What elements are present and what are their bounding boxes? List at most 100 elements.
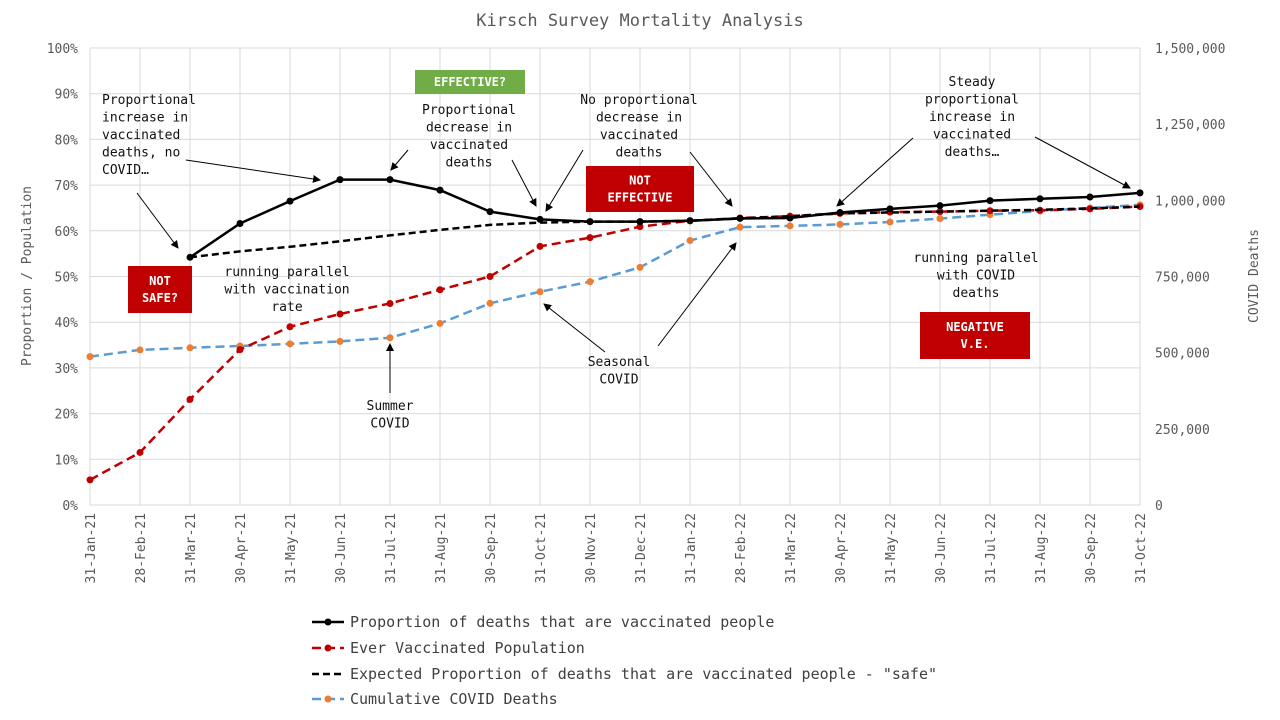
data-point-3 xyxy=(936,215,944,223)
annotation-text: proportional xyxy=(925,93,1019,108)
callout-box-text: NOT xyxy=(629,174,651,188)
series-line-3 xyxy=(89,203,1141,358)
x-tick-label: 31-Oct-22 xyxy=(1134,513,1149,583)
data-point-0 xyxy=(336,176,344,184)
annotation-text: vaccinated xyxy=(102,128,180,143)
annotation-text: running parallel xyxy=(224,265,349,280)
annotation-arrow xyxy=(543,303,606,353)
annotation-text: increase in xyxy=(102,111,188,126)
data-point-3 xyxy=(486,299,494,307)
data-point-0 xyxy=(186,253,194,261)
y2-axis-label: COVID Deaths xyxy=(1247,229,1262,323)
annotation-text: vaccinated xyxy=(933,128,1011,143)
legend-label: Ever Vaccinated Population xyxy=(350,639,585,657)
data-point-0 xyxy=(436,186,444,194)
annotation-text: running parallel xyxy=(913,251,1038,266)
data-point-0 xyxy=(286,197,294,205)
x-tick-label: 31-Jul-22 xyxy=(984,513,999,583)
x-tick-label: 31-May-22 xyxy=(884,513,899,583)
data-point-1 xyxy=(336,310,344,318)
data-point-1 xyxy=(86,476,94,484)
data-point-1 xyxy=(636,223,644,231)
y2-tick-label: 750,000 xyxy=(1155,271,1210,286)
data-point-1 xyxy=(186,395,194,403)
x-tick-label: 31-Mar-22 xyxy=(784,513,799,583)
annotation-text: increase in xyxy=(929,110,1015,125)
data-point-0 xyxy=(786,214,794,222)
y2-tick-label: 0 xyxy=(1155,499,1163,514)
data-point-3 xyxy=(686,237,694,245)
y2-tick-label: 1,500,000 xyxy=(1155,42,1225,57)
legend-marker xyxy=(324,644,332,652)
x-tick-label: 31-Jul-21 xyxy=(384,513,399,583)
data-point-3 xyxy=(86,353,94,361)
data-point-1 xyxy=(986,207,994,215)
y2-tick-label: 500,000 xyxy=(1155,347,1210,362)
annotation-text: rate xyxy=(271,300,302,315)
y-tick-label: 80% xyxy=(55,133,79,148)
data-point-0 xyxy=(1036,195,1044,203)
annotation-arrow xyxy=(136,192,179,249)
x-tick-label: 31-Aug-22 xyxy=(1034,513,1049,583)
data-point-1 xyxy=(536,242,544,250)
y2-tick-label: 1,250,000 xyxy=(1155,118,1225,133)
data-point-3 xyxy=(186,344,194,352)
annotation-text: COVID… xyxy=(102,163,149,178)
callout-box-text: NOT xyxy=(149,274,171,288)
data-point-0 xyxy=(736,214,744,222)
data-point-3 xyxy=(886,218,894,226)
x-tick-label: 30-Nov-21 xyxy=(584,513,599,583)
data-point-3 xyxy=(736,223,744,231)
x-tick-label: 31-Jan-21 xyxy=(84,513,99,583)
annotation-text: with vaccination xyxy=(224,283,349,298)
data-point-0 xyxy=(1086,193,1094,201)
legend-label: Cumulative COVID Deaths xyxy=(350,690,558,708)
data-point-1 xyxy=(436,286,444,294)
annotation-text: Proportional xyxy=(422,103,516,118)
annotation-text: deaths… xyxy=(945,145,1000,160)
y-tick-label: 60% xyxy=(55,225,79,240)
y-tick-label: 70% xyxy=(55,179,79,194)
data-point-1 xyxy=(486,273,494,280)
x-tick-label: 30-Sep-21 xyxy=(484,513,499,583)
data-point-0 xyxy=(686,217,694,225)
y-axis-right: 0 250,000 500,000 750,000 1,000,000 1,250,000… xyxy=(1155,42,1225,514)
annotation-arrow xyxy=(836,137,914,207)
y-axis-label: Proportion / Population xyxy=(20,186,35,366)
y-tick-label: 100% xyxy=(47,42,78,57)
callout-box xyxy=(415,70,525,94)
data-point-3 xyxy=(786,222,794,230)
y2-tick-label: 250,000 xyxy=(1155,423,1210,438)
x-tick-label: 30-Apr-22 xyxy=(834,513,849,583)
x-tick-label: 28-Feb-22 xyxy=(734,513,749,583)
y-tick-label: 30% xyxy=(55,362,79,377)
annotation-arrow xyxy=(185,159,321,183)
data-point-3 xyxy=(336,337,344,345)
x-tick-label: 30-Apr-21 xyxy=(234,513,249,583)
data-point-3 xyxy=(536,288,544,296)
y2-tick-label: 1,000,000 xyxy=(1155,194,1225,209)
data-point-3 xyxy=(636,263,644,271)
data-point-3 xyxy=(136,346,144,354)
annotation-text: deaths xyxy=(616,146,663,161)
y-tick-label: 90% xyxy=(55,88,79,103)
legend-marker xyxy=(324,695,332,703)
data-point-0 xyxy=(636,218,644,226)
x-tick-label: 31-Aug-21 xyxy=(434,513,449,583)
data-point-0 xyxy=(886,205,894,213)
y-tick-label: 50% xyxy=(55,271,79,286)
data-point-3 xyxy=(286,340,294,348)
legend-label: Expected Proportion of deaths that are v… xyxy=(350,665,937,683)
x-tick-label: 31-Jan-22 xyxy=(684,513,699,583)
annotation-text: decrease in xyxy=(426,121,512,136)
x-tick-label: 28-Feb-21 xyxy=(134,513,149,583)
annotation-text: decrease in xyxy=(596,111,682,126)
data-point-3 xyxy=(436,319,444,327)
annotation-text: No proportional xyxy=(580,93,697,108)
annotation-text: with COVID xyxy=(937,269,1015,284)
data-point-3 xyxy=(386,334,394,342)
x-tick-label: 30-Jun-22 xyxy=(934,513,949,583)
callout-box-text: NEGATIVE xyxy=(946,320,1004,334)
data-point-0 xyxy=(386,176,394,184)
